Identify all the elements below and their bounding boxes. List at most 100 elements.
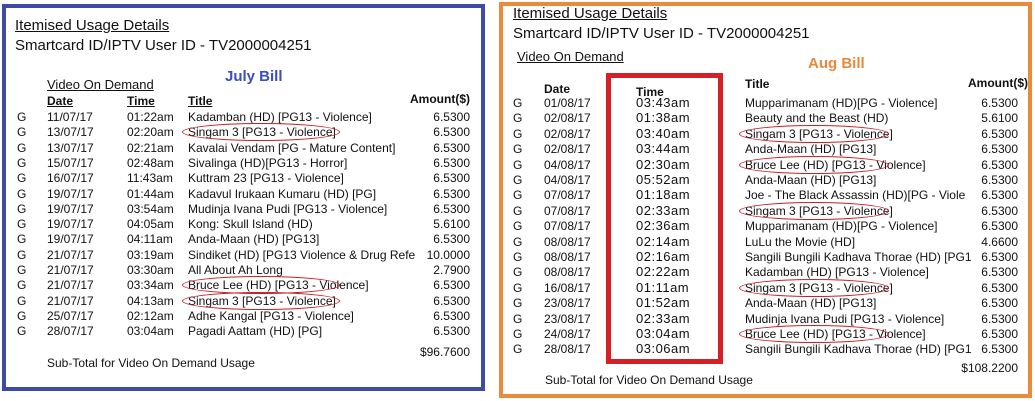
bill-label: Aug Bill xyxy=(808,55,865,72)
type-code: G xyxy=(513,265,523,280)
title: Anda-Maan (HD) [PG13] xyxy=(188,232,320,247)
title: Mupparimanam (HD)[PG - Violence] xyxy=(745,96,938,110)
time: 02:33am xyxy=(636,202,691,218)
amount: 6.5300 xyxy=(981,296,1018,311)
type-code: G xyxy=(513,173,523,187)
time: 04:13am xyxy=(127,293,174,308)
column-header: Title xyxy=(745,77,770,91)
date: 01/08/17 xyxy=(544,96,591,110)
amount: 6.5300 xyxy=(981,126,1018,141)
amount: 6.5300 xyxy=(981,157,1018,172)
column-header: Date xyxy=(47,94,74,108)
title: All About Ah Long xyxy=(188,263,283,277)
date: 02/08/17 xyxy=(544,111,591,126)
type-code: G xyxy=(513,327,523,341)
type-code: G xyxy=(17,171,27,186)
amount: 6.5300 xyxy=(981,188,1018,203)
title: Kuttram 23 [PG13 - Violence] xyxy=(188,171,344,186)
time: 04:05am xyxy=(127,217,174,232)
date: 08/08/17 xyxy=(544,234,591,249)
title: LuLu the Movie (HD] xyxy=(745,234,856,249)
amount: 6.5300 xyxy=(433,324,470,339)
subtotal-amount: $96.7600 xyxy=(419,345,470,359)
amount: 5.6100 xyxy=(981,111,1018,126)
subtotal-amount: $108.2200 xyxy=(961,361,1018,375)
amount: 10.0000 xyxy=(426,247,470,262)
date: 24/08/17 xyxy=(544,327,591,341)
date: 28/07/17 xyxy=(47,324,94,339)
type-code: G xyxy=(17,217,27,232)
date: 16/07/17 xyxy=(47,171,94,186)
time: 05:52am xyxy=(636,172,691,187)
bill-label: July Bill xyxy=(225,68,283,85)
amount: 6.5300 xyxy=(981,265,1018,280)
type-code: G xyxy=(17,155,27,170)
time: 01:38am xyxy=(636,110,691,126)
highlight-ellipse xyxy=(182,291,340,310)
account-id: Smartcard ID/IPTV User ID - TV2000004251 xyxy=(513,25,810,42)
date: 04/08/17 xyxy=(544,157,591,172)
title: Kadamban (HD) [PG13 - Violence] xyxy=(188,110,372,124)
amount: 6.5300 xyxy=(981,250,1018,264)
column-header: Time xyxy=(636,85,664,99)
type-code: G xyxy=(17,278,27,293)
time: 02:12am xyxy=(127,308,174,323)
date: 28/08/17 xyxy=(544,342,591,357)
column-header: Time xyxy=(127,94,155,108)
type-code: G xyxy=(513,142,523,157)
type-code: G xyxy=(513,311,523,326)
type-code: G xyxy=(513,342,523,357)
column-header: Amount($) xyxy=(968,76,1028,90)
title: Kavalai Vendam [PG - Mature Content] xyxy=(188,140,396,155)
type-code: G xyxy=(17,186,27,201)
title: Pagadi Aattam (HD) [PG] xyxy=(188,324,323,339)
time: 03:19am xyxy=(127,247,174,262)
amount: 6.5300 xyxy=(433,171,470,186)
time: 01:52am xyxy=(636,295,691,311)
date: 21/07/17 xyxy=(47,247,94,262)
section-title: Itemised Usage Details xyxy=(15,17,170,34)
time: 03:06am xyxy=(636,341,691,357)
title: Anda-Maan (HD) [PG13] xyxy=(745,173,877,187)
type-code: G xyxy=(17,125,27,140)
time: 03:40am xyxy=(636,125,691,141)
amount: 6.5300 xyxy=(433,110,470,124)
type-code: G xyxy=(17,263,27,277)
time: 02:22am xyxy=(636,264,691,280)
column-header: Date xyxy=(544,82,571,96)
title: Mudinja Ivana Pudi [PG13 - Violence] xyxy=(745,311,945,326)
time: 11:43am xyxy=(127,171,173,186)
amount: 2.7900 xyxy=(433,263,470,277)
time: 02:30am xyxy=(636,156,691,172)
amount: 6.5300 xyxy=(981,173,1018,187)
section-title: Itemised Usage Details xyxy=(513,5,668,22)
type-code: G xyxy=(513,296,523,311)
date: 08/08/17 xyxy=(544,265,591,280)
highlight-ellipse xyxy=(739,155,889,174)
date: 23/08/17 xyxy=(544,296,591,311)
type-code: G xyxy=(513,219,523,234)
amount: 6.5300 xyxy=(433,186,470,201)
title: Kadamban (HD) [PG13 - Violence] xyxy=(745,265,929,280)
date: 04/08/17 xyxy=(544,173,591,187)
title: Sindiket (HD) [PG13 Violence & Drug Refe xyxy=(188,247,416,262)
date: 19/07/17 xyxy=(47,201,94,216)
date: 19/07/17 xyxy=(47,186,94,201)
account-id: Smartcard ID/IPTV User ID - TV2000004251 xyxy=(15,37,312,54)
date: 07/08/17 xyxy=(544,188,591,203)
section-heading: Video On Demand xyxy=(47,77,154,92)
date: 21/07/17 xyxy=(47,278,94,293)
type-code: G xyxy=(513,96,523,110)
time: 01:44am xyxy=(127,186,174,201)
date: 15/07/17 xyxy=(47,155,94,170)
title: Sangili Bungili Kadhava Thorae (HD) [PG1 xyxy=(745,342,972,357)
date: 16/08/17 xyxy=(544,280,591,295)
amount: 6.5300 xyxy=(433,201,470,216)
title: Mudinja Ivana Pudi [PG13 - Violence] xyxy=(188,201,388,216)
amount: 6.5300 xyxy=(981,311,1018,326)
amount: 6.5300 xyxy=(981,219,1018,234)
time: 02:21am xyxy=(127,140,174,155)
title: Beauty and the Beast (HD) xyxy=(745,111,889,126)
date: 02/08/17 xyxy=(544,142,591,157)
